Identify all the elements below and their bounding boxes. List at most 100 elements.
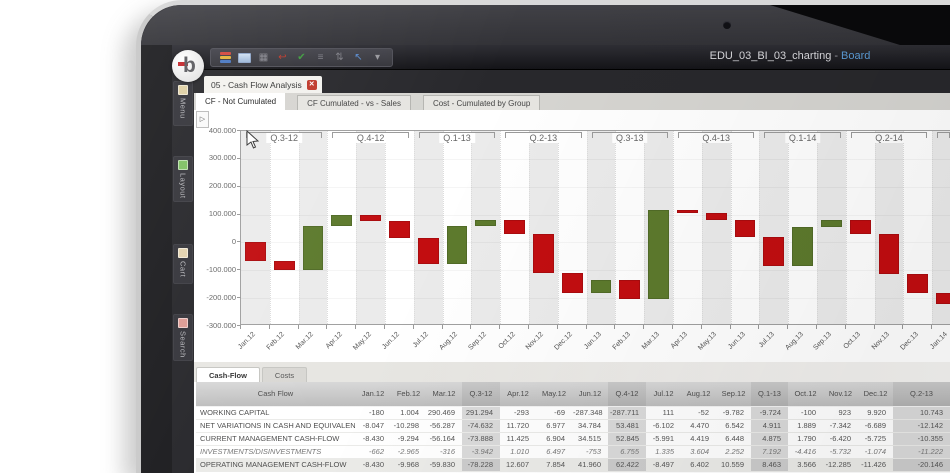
value-cell: 10.559 bbox=[716, 458, 751, 472]
waterfall-bar[interactable] bbox=[619, 280, 641, 299]
waterfall-bar[interactable] bbox=[360, 214, 381, 221]
waterfall-bar[interactable] bbox=[417, 238, 439, 265]
y-axis-tick-label: -300.000 bbox=[206, 320, 236, 330]
waterfall-bar[interactable] bbox=[821, 219, 842, 227]
waterfall-bar[interactable] bbox=[849, 219, 871, 235]
slide-grid-icon[interactable]: ▦ bbox=[258, 52, 269, 63]
waterfall-bar[interactable] bbox=[389, 220, 410, 239]
x-axis-tick bbox=[585, 325, 587, 329]
quarter-bracket: Q.1-13 bbox=[418, 132, 496, 143]
tab-close-icon[interactable]: ✕ bbox=[306, 79, 317, 90]
screen-icon[interactable] bbox=[238, 52, 251, 63]
y-axis-tick-label: 0 bbox=[231, 236, 236, 246]
value-cell: 1.790 bbox=[788, 432, 823, 446]
sidebar-item-search[interactable]: Search bbox=[173, 314, 193, 361]
waterfall-bar[interactable] bbox=[763, 237, 785, 267]
waterfall-bar[interactable] bbox=[475, 220, 497, 227]
list-icon[interactable]: ≡ bbox=[317, 52, 324, 63]
subtab-2[interactable]: Cost - Cumulated by Group bbox=[422, 95, 541, 110]
x-axis-tick bbox=[700, 325, 702, 329]
quarter-label: Q.4-13 bbox=[698, 133, 734, 143]
value-cell: -12.285 bbox=[823, 458, 858, 472]
subtab-0[interactable]: CF - Not Cumulated bbox=[196, 93, 286, 110]
value-cell: 1.010 bbox=[500, 445, 536, 459]
waterfall-bar[interactable] bbox=[245, 242, 266, 261]
table-tab-costs[interactable]: Costs bbox=[261, 367, 308, 382]
swap-icon[interactable]: ⇅ bbox=[335, 52, 344, 63]
value-cell: -8.497 bbox=[646, 458, 681, 472]
x-axis-tick bbox=[355, 325, 357, 329]
waterfall-bar[interactable] bbox=[907, 273, 929, 294]
month-band bbox=[442, 131, 472, 324]
value-cell: 6.542 bbox=[716, 419, 751, 433]
value-cell: 9.920 bbox=[858, 406, 893, 420]
y-axis-tick bbox=[237, 297, 241, 299]
month-band bbox=[932, 131, 950, 324]
waterfall-bar[interactable] bbox=[590, 280, 612, 293]
x-axis-tick bbox=[528, 325, 529, 329]
apply-check-icon[interactable]: ✔ bbox=[297, 52, 306, 63]
document-tab-label: 05 - Cash Flow Analysis bbox=[211, 79, 302, 90]
waterfall-bar[interactable] bbox=[792, 226, 813, 267]
quarter-label: Q.1-14 bbox=[784, 133, 821, 143]
table-header-cell: Oct.12 bbox=[788, 382, 823, 407]
row-label-cell: NET VARIATIONS IN CASH AND EQUIVALENTS bbox=[196, 419, 355, 433]
value-cell: -12.142 bbox=[893, 419, 950, 433]
month-band bbox=[356, 131, 385, 324]
value-cell: -8.047 bbox=[355, 419, 391, 433]
subtab-1[interactable]: CF Cumulated - vs - Sales bbox=[297, 95, 411, 110]
value-cell: -10.355 bbox=[893, 432, 950, 446]
undo-arrow-icon[interactable]: ↩ bbox=[278, 52, 287, 63]
main-content: CF - Not Cumulated CF Cumulated - vs - Sa… bbox=[194, 93, 950, 473]
waterfall-bar[interactable] bbox=[734, 219, 756, 238]
month-band bbox=[385, 131, 414, 324]
sidebar-item-layout[interactable]: Layout bbox=[173, 156, 193, 202]
collapse-panel-button[interactable]: ▷ bbox=[196, 111, 209, 128]
quarter-label: Q.3-13 bbox=[612, 133, 648, 143]
y-axis-tick bbox=[237, 213, 241, 215]
sidebar-item-cart[interactable]: Cart bbox=[173, 244, 193, 284]
y-axis-tick bbox=[237, 241, 241, 243]
sidebar-item-menu[interactable]: Menu bbox=[173, 81, 193, 126]
value-cell: 111 bbox=[646, 406, 681, 420]
value-cell: -9.294 bbox=[391, 432, 426, 446]
table-row: NET VARIATIONS IN CASH AND EQUIVALENTS -8… bbox=[196, 419, 950, 433]
x-axis-tick bbox=[729, 325, 731, 329]
design-pointer-icon[interactable]: ↖ bbox=[354, 52, 363, 63]
table-header-cell: Q.1-13 bbox=[751, 382, 788, 407]
x-axis-tick bbox=[672, 325, 673, 329]
waterfall-bar[interactable] bbox=[677, 209, 698, 214]
x-axis-tick bbox=[816, 325, 817, 329]
y-axis-tick-label: -100.000 bbox=[206, 264, 236, 274]
value-cell: -9.782 bbox=[716, 406, 751, 420]
gridline bbox=[241, 298, 950, 300]
value-cell: 1.004 bbox=[391, 406, 426, 420]
month-band bbox=[327, 131, 356, 324]
value-cell: 7.854 bbox=[536, 458, 572, 472]
table-header-cell: Apr.12 bbox=[500, 382, 536, 407]
waterfall-bar[interactable] bbox=[533, 234, 554, 273]
toolbar-overflow-icon[interactable]: ▾ bbox=[374, 52, 381, 63]
waterfall-bar[interactable] bbox=[273, 260, 295, 271]
value-cell: -180 bbox=[355, 406, 391, 420]
waterfall-bar[interactable] bbox=[446, 226, 468, 265]
board-logo[interactable]: b bbox=[172, 50, 204, 82]
quarter-bracket: Q.1-14 bbox=[764, 132, 842, 143]
table-tab-cashflow[interactable]: Cash-Flow bbox=[196, 367, 260, 382]
waterfall-bar[interactable] bbox=[504, 220, 525, 235]
waterfall-bar[interactable] bbox=[878, 234, 900, 274]
value-cell: -6.689 bbox=[858, 419, 893, 433]
waterfall-bar[interactable] bbox=[705, 213, 727, 220]
y-axis-tick-label: 300.000 bbox=[208, 153, 236, 163]
capsules-stack-icon[interactable] bbox=[219, 51, 232, 64]
waterfall-bar[interactable] bbox=[302, 225, 324, 271]
value-cell: -8.430 bbox=[355, 458, 391, 472]
document-tab[interactable]: 05 - Cash Flow Analysis ✕ bbox=[204, 76, 322, 93]
waterfall-bar[interactable] bbox=[561, 272, 583, 293]
waterfall-bar[interactable] bbox=[331, 214, 353, 226]
view-subtabs: CF - Not Cumulated CF Cumulated - vs - Sa… bbox=[194, 93, 950, 110]
waterfall-bar[interactable] bbox=[936, 293, 950, 304]
document-tab-bar: 05 - Cash Flow Analysis ✕ bbox=[172, 70, 950, 93]
waterfall-bar[interactable] bbox=[648, 209, 669, 299]
value-cell: -5.732 bbox=[823, 445, 858, 459]
